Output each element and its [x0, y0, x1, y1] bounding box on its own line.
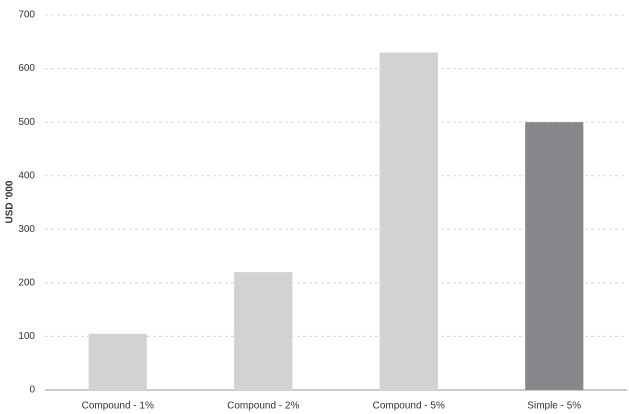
bar — [525, 122, 584, 391]
y-tick-label: 500 — [18, 117, 35, 128]
y-tick-label: 600 — [18, 63, 35, 74]
y-tick-label: 200 — [18, 277, 35, 288]
y-tick-label: 300 — [18, 224, 35, 235]
bar — [234, 272, 293, 390]
bar — [88, 333, 147, 390]
y-tick-label: 0 — [29, 385, 35, 396]
y-tick-label: 400 — [18, 170, 35, 181]
x-tick-label: Compound - 5% — [373, 401, 445, 412]
y-tick-label: 100 — [18, 331, 35, 342]
x-tick-label: Simple - 5% — [527, 401, 581, 412]
bar — [379, 52, 438, 390]
y-axis-label: USD '000 — [5, 180, 16, 223]
x-tick-label: Compound - 1% — [82, 401, 154, 412]
x-tick-label: Compound - 2% — [227, 401, 299, 412]
y-tick-label: 700 — [18, 10, 35, 21]
